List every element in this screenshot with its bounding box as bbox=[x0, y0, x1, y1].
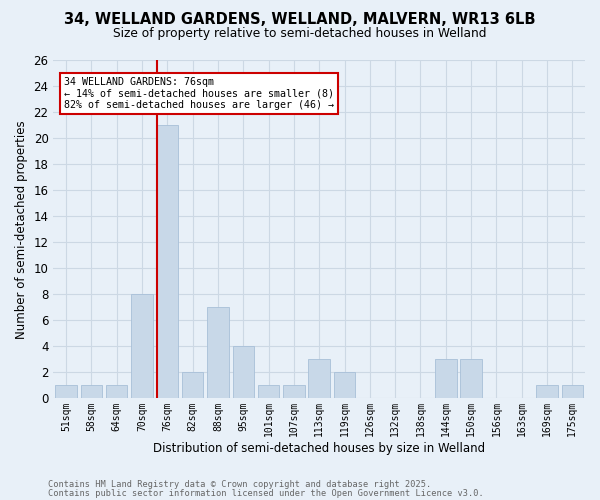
Bar bbox=[334, 372, 355, 398]
X-axis label: Distribution of semi-detached houses by size in Welland: Distribution of semi-detached houses by … bbox=[153, 442, 485, 455]
Bar bbox=[233, 346, 254, 399]
Bar bbox=[258, 386, 280, 398]
Y-axis label: Number of semi-detached properties: Number of semi-detached properties bbox=[15, 120, 28, 338]
Bar bbox=[283, 386, 305, 398]
Bar bbox=[80, 386, 102, 398]
Bar bbox=[536, 386, 558, 398]
Text: Size of property relative to semi-detached houses in Welland: Size of property relative to semi-detach… bbox=[113, 28, 487, 40]
Bar bbox=[182, 372, 203, 398]
Text: 34, WELLAND GARDENS, WELLAND, MALVERN, WR13 6LB: 34, WELLAND GARDENS, WELLAND, MALVERN, W… bbox=[64, 12, 536, 28]
Bar bbox=[131, 294, 153, 399]
Text: Contains public sector information licensed under the Open Government Licence v3: Contains public sector information licen… bbox=[48, 490, 484, 498]
Text: 34 WELLAND GARDENS: 76sqm
← 14% of semi-detached houses are smaller (8)
82% of s: 34 WELLAND GARDENS: 76sqm ← 14% of semi-… bbox=[64, 77, 334, 110]
Bar bbox=[308, 360, 330, 399]
Text: Contains HM Land Registry data © Crown copyright and database right 2025.: Contains HM Land Registry data © Crown c… bbox=[48, 480, 431, 489]
Bar bbox=[106, 386, 127, 398]
Bar bbox=[157, 125, 178, 398]
Bar bbox=[460, 360, 482, 399]
Bar bbox=[55, 386, 77, 398]
Bar bbox=[207, 308, 229, 398]
Bar bbox=[562, 386, 583, 398]
Bar bbox=[435, 360, 457, 399]
